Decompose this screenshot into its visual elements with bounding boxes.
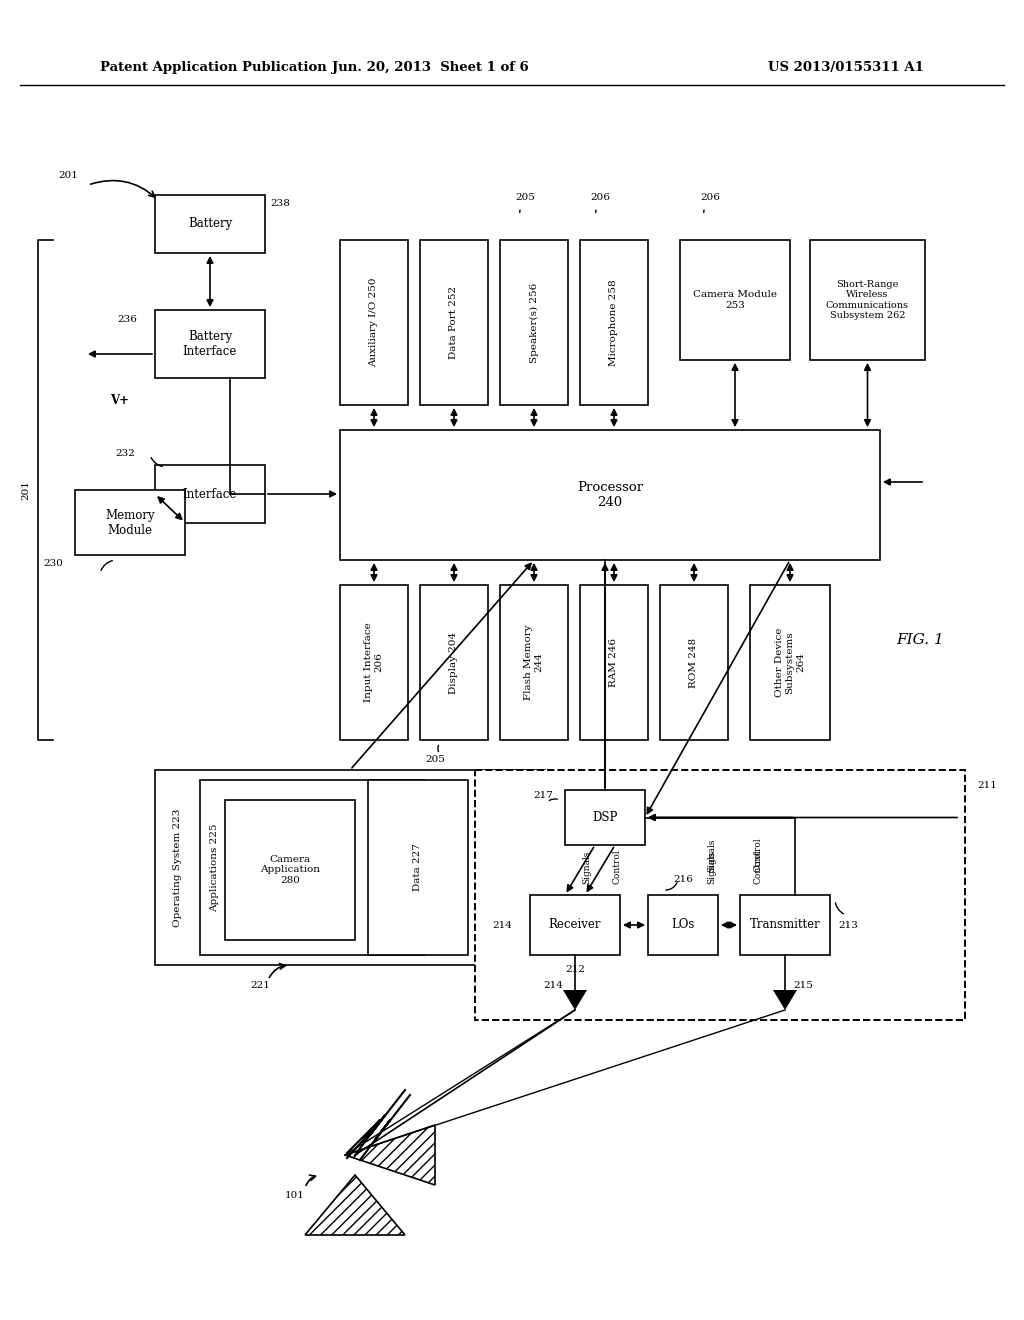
FancyBboxPatch shape bbox=[530, 895, 620, 954]
Polygon shape bbox=[773, 990, 797, 1010]
Text: 201: 201 bbox=[58, 170, 78, 180]
Text: 214: 214 bbox=[543, 981, 563, 990]
FancyBboxPatch shape bbox=[340, 430, 880, 560]
Text: Signals: Signals bbox=[583, 850, 592, 883]
Text: Microphone 258: Microphone 258 bbox=[609, 280, 618, 366]
Text: Control: Control bbox=[754, 850, 763, 884]
Text: Operating System 223: Operating System 223 bbox=[172, 808, 181, 927]
Text: 215: 215 bbox=[793, 981, 813, 990]
Text: 221: 221 bbox=[250, 982, 270, 990]
FancyBboxPatch shape bbox=[580, 240, 648, 405]
FancyBboxPatch shape bbox=[155, 195, 265, 253]
FancyBboxPatch shape bbox=[648, 895, 718, 954]
FancyBboxPatch shape bbox=[200, 780, 425, 954]
Text: 216: 216 bbox=[673, 874, 693, 883]
Text: Battery: Battery bbox=[187, 218, 232, 231]
Text: 206: 206 bbox=[700, 194, 720, 202]
Text: Signals: Signals bbox=[708, 838, 717, 871]
Text: RAM 246: RAM 246 bbox=[609, 638, 618, 686]
Text: 230: 230 bbox=[43, 558, 62, 568]
Text: 205: 205 bbox=[425, 755, 445, 764]
Text: 201: 201 bbox=[22, 480, 31, 500]
Text: Interface: Interface bbox=[183, 487, 238, 500]
Text: 232: 232 bbox=[115, 449, 135, 458]
Text: Control: Control bbox=[612, 850, 622, 884]
FancyBboxPatch shape bbox=[500, 585, 568, 741]
Text: 238: 238 bbox=[270, 198, 290, 207]
Text: LOs: LOs bbox=[672, 919, 694, 932]
FancyBboxPatch shape bbox=[580, 585, 648, 741]
Text: Short-Range
Wireless
Communications
Subsystem 262: Short-Range Wireless Communications Subs… bbox=[826, 280, 909, 321]
FancyBboxPatch shape bbox=[565, 789, 645, 845]
Text: Speaker(s) 256: Speaker(s) 256 bbox=[529, 282, 539, 363]
Text: Transmitter: Transmitter bbox=[750, 919, 820, 932]
FancyBboxPatch shape bbox=[660, 585, 728, 741]
Text: FIG. 1: FIG. 1 bbox=[896, 634, 944, 647]
FancyBboxPatch shape bbox=[750, 585, 830, 741]
Text: Input Interface
206: Input Interface 206 bbox=[365, 623, 384, 702]
Text: Signals: Signals bbox=[708, 850, 717, 883]
Text: Patent Application Publication: Patent Application Publication bbox=[100, 62, 327, 74]
Text: Data Port 252: Data Port 252 bbox=[450, 286, 459, 359]
Text: V+: V+ bbox=[111, 393, 129, 407]
Text: Data 227: Data 227 bbox=[414, 843, 423, 891]
Text: 205: 205 bbox=[515, 194, 535, 202]
Text: Control: Control bbox=[754, 838, 763, 873]
Text: Receiver: Receiver bbox=[549, 919, 601, 932]
FancyBboxPatch shape bbox=[155, 770, 545, 965]
FancyBboxPatch shape bbox=[420, 585, 488, 741]
FancyBboxPatch shape bbox=[810, 240, 925, 360]
FancyBboxPatch shape bbox=[155, 465, 265, 523]
FancyBboxPatch shape bbox=[475, 770, 965, 1020]
Text: 101: 101 bbox=[285, 1191, 305, 1200]
Text: Auxiliary I/O 250: Auxiliary I/O 250 bbox=[370, 277, 379, 367]
FancyBboxPatch shape bbox=[155, 310, 265, 378]
FancyBboxPatch shape bbox=[225, 800, 355, 940]
Text: DSP: DSP bbox=[592, 810, 617, 824]
FancyBboxPatch shape bbox=[75, 490, 185, 554]
Text: ROM 248: ROM 248 bbox=[689, 638, 698, 688]
Text: Display 204: Display 204 bbox=[450, 631, 459, 693]
Text: Camera Module
253: Camera Module 253 bbox=[693, 290, 777, 310]
Text: Processor
240: Processor 240 bbox=[577, 480, 643, 510]
Text: US 2013/0155311 A1: US 2013/0155311 A1 bbox=[768, 62, 924, 74]
Polygon shape bbox=[563, 990, 587, 1010]
Text: 217: 217 bbox=[534, 792, 553, 800]
Text: 206: 206 bbox=[590, 194, 610, 202]
FancyBboxPatch shape bbox=[500, 240, 568, 405]
FancyBboxPatch shape bbox=[340, 240, 408, 405]
FancyBboxPatch shape bbox=[368, 780, 468, 954]
Text: Memory
Module: Memory Module bbox=[105, 508, 155, 536]
Text: 214: 214 bbox=[493, 920, 512, 929]
FancyBboxPatch shape bbox=[340, 585, 408, 741]
FancyBboxPatch shape bbox=[680, 240, 790, 360]
Text: Camera
Application
280: Camera Application 280 bbox=[260, 855, 319, 884]
FancyBboxPatch shape bbox=[740, 895, 830, 954]
Text: Jun. 20, 2013  Sheet 1 of 6: Jun. 20, 2013 Sheet 1 of 6 bbox=[332, 62, 528, 74]
Text: 212: 212 bbox=[565, 965, 585, 974]
Text: 211: 211 bbox=[977, 780, 997, 789]
Text: Battery
Interface: Battery Interface bbox=[183, 330, 238, 358]
Text: Other Device
Subsystems
264: Other Device Subsystems 264 bbox=[775, 628, 805, 697]
Text: 236: 236 bbox=[117, 315, 137, 325]
Text: Applications 225: Applications 225 bbox=[211, 824, 219, 912]
Text: Flash Memory
244: Flash Memory 244 bbox=[524, 624, 544, 701]
Text: 213: 213 bbox=[838, 920, 858, 929]
FancyBboxPatch shape bbox=[420, 240, 488, 405]
